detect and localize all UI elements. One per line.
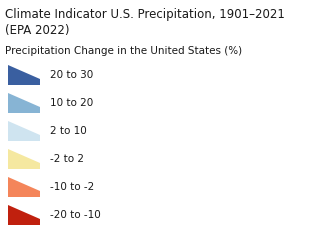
- Text: Precipitation Change in the United States (%): Precipitation Change in the United State…: [5, 46, 242, 56]
- Text: 2 to 10: 2 to 10: [50, 126, 87, 136]
- Text: 20 to 30: 20 to 30: [50, 70, 93, 80]
- Text: -2 to 2: -2 to 2: [50, 154, 84, 164]
- Text: 10 to 20: 10 to 20: [50, 98, 93, 108]
- Text: (EPA 2022): (EPA 2022): [5, 24, 70, 37]
- Text: -20 to -10: -20 to -10: [50, 210, 101, 220]
- Text: Climate Indicator U.S. Precipitation, 1901–2021: Climate Indicator U.S. Precipitation, 19…: [5, 8, 285, 21]
- Text: -10 to -2: -10 to -2: [50, 182, 94, 192]
